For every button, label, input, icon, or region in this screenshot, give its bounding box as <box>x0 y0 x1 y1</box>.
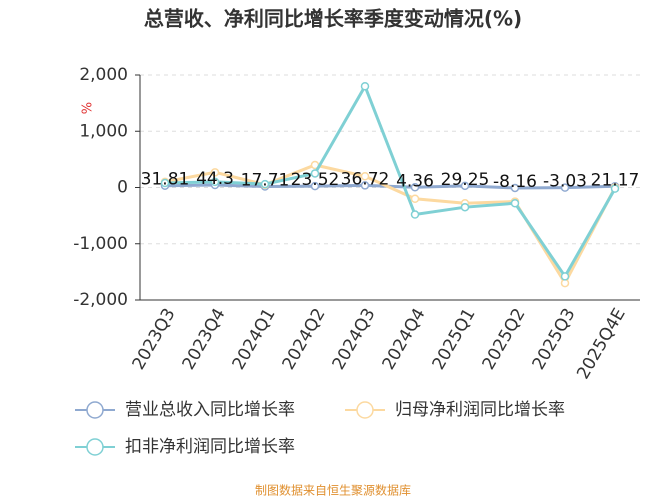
legend-label: 营业总收入同比增长率 <box>125 400 295 420</box>
data-label: 44.3 <box>196 169 234 189</box>
data-point <box>310 181 320 191</box>
data-point <box>560 278 570 288</box>
y-tick-label: -2,000 <box>73 290 128 310</box>
legend-marker <box>86 438 104 456</box>
x-tick-label: 2025Q3 <box>529 305 580 373</box>
data-label: 23.52 <box>291 170 340 190</box>
y-tick-label: -1,000 <box>73 234 128 254</box>
legend-marker <box>86 401 104 419</box>
data-point <box>560 183 570 192</box>
y-tick-label: 1,000 <box>79 121 128 141</box>
data-point <box>510 199 520 208</box>
data-label: 29.25 <box>441 170 490 190</box>
data-point <box>210 177 220 187</box>
data-point <box>410 210 420 219</box>
data-point <box>360 82 370 91</box>
x-tick-label: 2024Q2 <box>279 305 330 373</box>
chart-title: 总营收、净利同比增长率季度变动情况(%) <box>144 7 522 31</box>
legend-label: 扣非净利润同比增长率 <box>125 437 295 457</box>
y-axis-label: % <box>81 102 96 114</box>
data-point <box>610 184 620 193</box>
data-point <box>210 168 220 177</box>
legend-label: 归母净利润同比增长率 <box>395 400 565 420</box>
data-label: 21.17 <box>591 170 640 190</box>
data-point <box>260 179 270 189</box>
x-tick-label: 2024Q4 <box>379 305 430 373</box>
data-point <box>310 169 320 178</box>
x-tick-label: 2024Q1 <box>229 305 280 373</box>
x-tick-label: 2025Q4E <box>573 305 629 383</box>
data-point <box>160 178 170 188</box>
x-tick-label: 2025Q1 <box>429 305 480 373</box>
x-tick-label: 2024Q3 <box>329 305 380 373</box>
source-note: 制图数据来自恒生聚源数据库 <box>255 483 411 498</box>
data-point <box>510 183 520 193</box>
data-point <box>410 183 420 192</box>
data-point <box>410 194 420 203</box>
data-point <box>360 172 370 181</box>
data-point <box>360 181 370 190</box>
legend-marker <box>356 401 374 419</box>
data-label: -3.03 <box>543 172 587 192</box>
x-tick-label: 2025Q2 <box>479 305 530 373</box>
y-tick-label: 2,000 <box>79 65 128 85</box>
x-tick-label: 2023Q4 <box>179 305 230 373</box>
data-label: 4.36 <box>396 171 434 191</box>
data-point <box>560 272 570 281</box>
data-label: -8.16 <box>493 172 537 192</box>
data-label: 36.72 <box>341 169 390 189</box>
data-label: 17.71 <box>241 171 290 191</box>
data-point <box>460 202 470 212</box>
series-line <box>164 82 617 280</box>
data-label: 31.81 <box>141 170 190 190</box>
y-tick-label: 0 <box>117 178 128 198</box>
data-point <box>460 181 470 191</box>
x-tick-label: 2023Q3 <box>129 305 180 373</box>
